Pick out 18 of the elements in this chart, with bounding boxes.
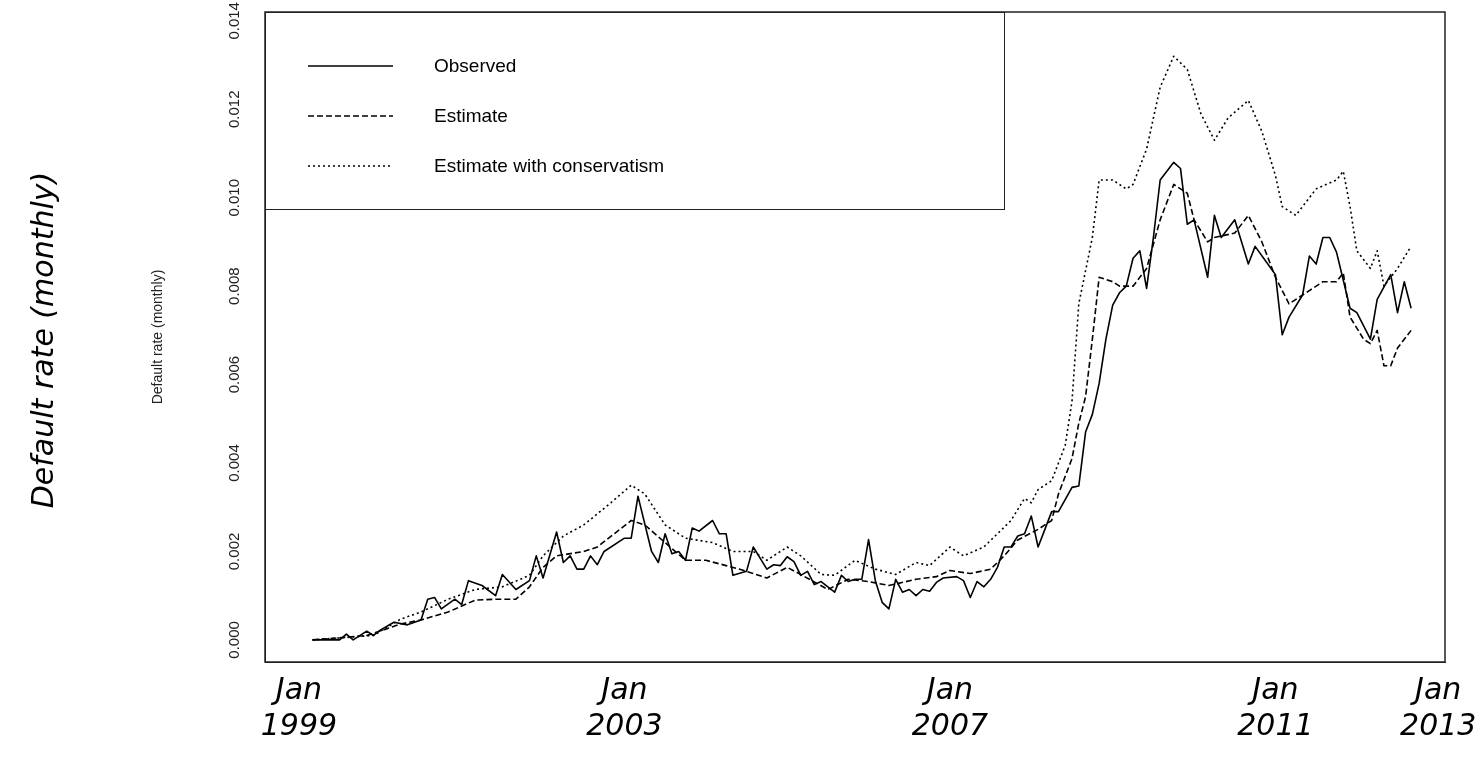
x-tick-label: Jan 2003 <box>586 670 663 742</box>
y-tick-label: 0.004 <box>225 444 243 482</box>
legend-label: Estimate <box>434 105 508 127</box>
y-tick-label: 0.008 <box>225 267 243 305</box>
y-tick-label: 0.012 <box>225 90 243 129</box>
y-axis-title: Default rate (monthly) <box>149 269 166 405</box>
x-tick-label: Jan 2013 <box>1400 670 1477 742</box>
x-tick-label: Jan 1999 <box>260 670 338 742</box>
text: Default rate (monthly) <box>24 171 60 509</box>
y-tick-label: 0.006 <box>225 355 243 394</box>
y-tick-label: 0.002 <box>225 532 243 571</box>
y-tick-label: 0.014 <box>225 2 243 40</box>
y-tick-label: 0.010 <box>225 178 243 217</box>
legend-label: Estimate with conservatism <box>434 155 665 177</box>
y-tick-label: 0.000 <box>225 621 243 659</box>
legend-label: Observed <box>434 55 517 77</box>
x-tick-label: Jan 2011 <box>1237 670 1314 742</box>
x-tick-label: Jan 2007 <box>911 670 989 742</box>
